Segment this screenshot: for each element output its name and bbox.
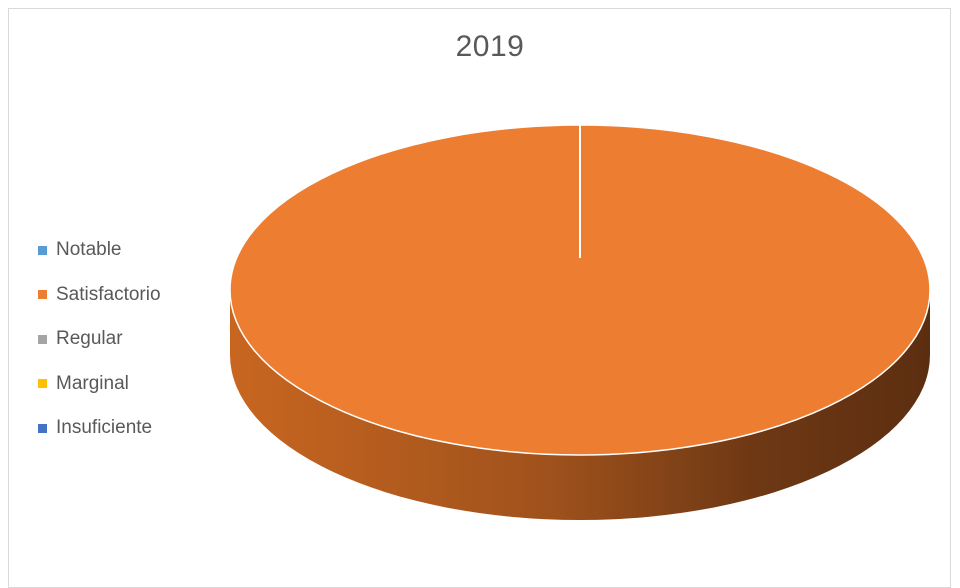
legend-swatch — [38, 245, 47, 255]
chart-title: 2019 — [455, 30, 525, 63]
legend-label: Marginal — [56, 372, 129, 394]
legend-swatch — [38, 423, 47, 433]
legend-label: Regular — [56, 328, 123, 350]
legend-label: Satisfactorio — [56, 283, 161, 305]
legend: Notable Satisfactorio Regular Marginal I… — [38, 228, 208, 451]
legend-item-marginal: Marginal — [38, 362, 208, 407]
legend-label: Notable — [56, 239, 122, 261]
legend-swatch — [38, 290, 47, 300]
legend-swatch — [38, 334, 47, 344]
legend-item-notable: Notable — [38, 228, 208, 273]
legend-item-satisfactorio: Satisfactorio — [38, 273, 208, 318]
legend-swatch — [38, 379, 47, 389]
legend-item-regular: Regular — [38, 317, 208, 362]
legend-label: Insuficiente — [56, 417, 153, 439]
legend-item-insuficiente: Insuficiente — [38, 406, 208, 451]
